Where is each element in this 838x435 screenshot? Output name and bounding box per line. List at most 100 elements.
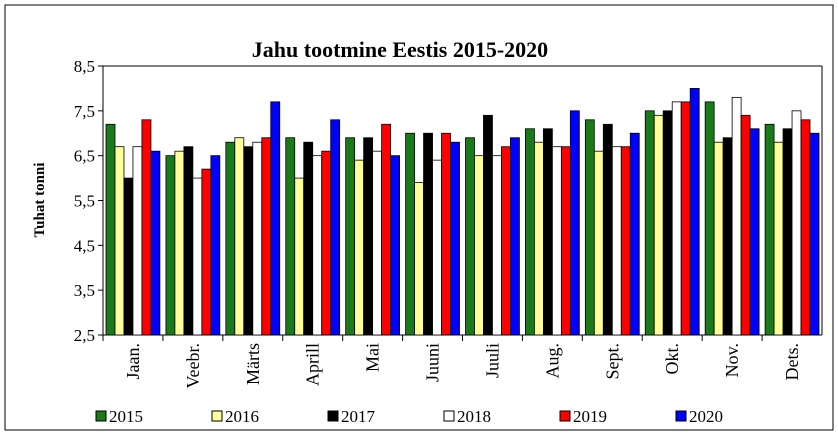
legend-label: 2020 — [689, 407, 723, 426]
y-tick-label: 2,5 — [74, 326, 95, 345]
bar — [150, 150, 161, 336]
bar — [551, 146, 562, 336]
chart-title: Jahu tootmine Eestis 2015-2020 — [252, 37, 548, 62]
bar — [749, 128, 760, 336]
bar — [372, 150, 383, 336]
bar — [423, 132, 433, 336]
x-tick-label: Aug. — [542, 343, 562, 379]
bar — [105, 123, 116, 336]
bar — [740, 114, 751, 336]
bar — [584, 119, 595, 336]
bar — [510, 137, 520, 336]
legend-swatch — [675, 410, 687, 422]
x-tick-label: Okt. — [662, 343, 682, 375]
bar — [330, 119, 341, 336]
legend-label: 2015 — [109, 407, 143, 426]
bar — [525, 128, 535, 336]
bar — [174, 150, 185, 336]
bar — [474, 155, 484, 336]
bar — [662, 110, 673, 336]
bar — [312, 155, 323, 336]
bar — [602, 123, 613, 336]
bar — [123, 177, 134, 336]
bar — [285, 137, 296, 336]
bar — [114, 146, 125, 336]
bar — [492, 155, 502, 336]
y-tick-label: 8,5 — [74, 57, 95, 76]
bar — [791, 110, 802, 336]
bar — [441, 132, 451, 336]
x-tick-label: Juuli — [482, 343, 502, 378]
bar — [644, 110, 655, 336]
bar — [234, 137, 245, 336]
bar — [689, 88, 700, 336]
bar — [363, 137, 374, 336]
bar — [809, 132, 820, 336]
bar — [731, 96, 742, 336]
bar — [764, 123, 775, 336]
legend-label: 2019 — [573, 407, 607, 426]
bar — [270, 101, 281, 336]
bar — [483, 114, 493, 336]
bar — [321, 150, 332, 336]
bar — [381, 123, 391, 336]
y-tick-label: 6,5 — [74, 147, 95, 166]
bar — [671, 101, 682, 336]
legend-swatch — [95, 410, 107, 422]
bar — [252, 141, 263, 336]
bar — [354, 159, 365, 336]
bar — [620, 146, 631, 336]
bar — [465, 137, 475, 336]
legend-swatch — [211, 410, 223, 422]
bar — [542, 128, 553, 336]
legend-swatch — [327, 410, 339, 422]
bar — [132, 146, 143, 336]
bar — [261, 137, 272, 336]
bar — [201, 168, 212, 336]
bar — [165, 155, 176, 336]
bar — [345, 137, 356, 336]
bar — [501, 146, 511, 336]
bar — [192, 177, 203, 336]
bar — [141, 119, 152, 336]
x-tick-label: Aprill — [303, 343, 323, 386]
bar — [611, 146, 622, 336]
bar — [183, 146, 194, 336]
bar — [800, 119, 811, 336]
bar — [713, 141, 724, 336]
x-tick-label: Dets. — [782, 343, 802, 381]
x-tick-label: Nov. — [722, 343, 742, 377]
bar — [243, 146, 254, 336]
bar — [560, 146, 571, 336]
bar — [294, 177, 305, 336]
bar — [450, 141, 460, 336]
x-tick-label: Sept. — [602, 343, 622, 380]
bar — [593, 150, 604, 336]
bar — [303, 141, 314, 336]
y-axis-label: Tuhat tonni — [32, 163, 48, 238]
bar — [782, 128, 793, 336]
y-tick-label: 3,5 — [74, 281, 95, 300]
bar — [704, 101, 715, 336]
x-tick-label: Veebr. — [183, 343, 203, 388]
legend-label: 2018 — [457, 407, 491, 426]
y-tick-label: 4,5 — [74, 236, 95, 255]
bar — [680, 101, 691, 336]
y-tick-label: 7,5 — [74, 102, 95, 121]
bar — [653, 114, 664, 336]
bar — [629, 132, 640, 336]
bar — [569, 110, 580, 336]
legend-label: 2017 — [341, 407, 376, 426]
bar — [534, 141, 544, 336]
x-tick-label: Juuni — [423, 343, 443, 382]
bar — [225, 141, 236, 336]
bar — [414, 182, 424, 336]
x-tick-label: Märts — [243, 343, 263, 385]
legend-swatch — [559, 410, 571, 422]
bar — [773, 141, 784, 336]
x-tick-label: Mai — [363, 343, 383, 372]
bar — [722, 137, 733, 336]
bar — [390, 155, 400, 336]
legend-swatch — [443, 410, 455, 422]
